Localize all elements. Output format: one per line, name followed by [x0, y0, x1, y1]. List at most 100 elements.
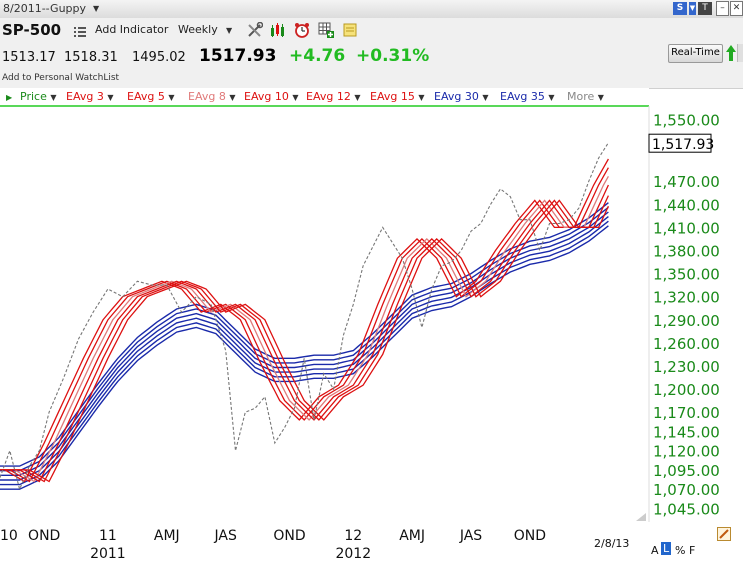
title-bar: 8/2011--Guppy ▼ S ▼ T – ✕	[0, 0, 743, 19]
legend-label: Price	[20, 90, 47, 103]
legend-item-more[interactable]: More ▼	[567, 90, 604, 103]
low-value: 1495.02	[132, 50, 186, 65]
minimize-icon[interactable]: –	[716, 1, 729, 16]
long-avg-line-0	[0, 202, 609, 467]
y-tick-label: 1,550.00	[653, 112, 720, 130]
long-avg-line-5	[0, 225, 609, 490]
x-year-label: 2011	[90, 546, 126, 562]
legend-item-eavg-35[interactable]: EAvg 35 ▼	[500, 90, 555, 103]
resize-corner-icon[interactable]	[636, 513, 646, 521]
y-tick-label: 1,290.00	[653, 312, 720, 330]
y-tick-label: 1,410.00	[653, 219, 720, 237]
symbol-label[interactable]: SP-500	[2, 21, 62, 39]
last-price-label: 1,517.93	[652, 137, 714, 153]
legend-item-eavg-30[interactable]: EAvg 30 ▼	[434, 90, 489, 103]
short-avg-line-0	[0, 158, 609, 483]
legend-toggle-icon[interactable]: ▶	[6, 93, 13, 102]
y-tick-label: 1,200.00	[653, 381, 720, 399]
price-line-group	[0, 142, 609, 491]
change-percent: +0.31%	[356, 46, 430, 66]
y-tick-label: 1,145.00	[653, 423, 720, 441]
y-axis: 1,550.00 1,470.00 1,440.00 1,410.00 1,380.00…	[653, 112, 720, 519]
x-tick-label: OND	[273, 528, 305, 544]
indicator-legend: ▶ Price ▼ EAvg 3 ▼ EAvg 5 ▼ EAvg 8 ▼ EAv…	[0, 88, 649, 106]
mode-a-button[interactable]: A	[651, 544, 659, 557]
legend-label: EAvg 3	[66, 90, 104, 103]
s-logo-icon[interactable]: S	[673, 2, 687, 15]
close-icon[interactable]: ✕	[730, 1, 743, 16]
last-price: 1517.93	[199, 46, 277, 66]
legend-label: EAvg 35	[500, 90, 545, 103]
short-avg-line-4	[0, 195, 609, 483]
period-select[interactable]: Weekly	[178, 23, 218, 36]
y-tick-label: 1,380.00	[653, 243, 720, 261]
open-value: 1513.17	[2, 50, 56, 65]
legend-item-eavg-12[interactable]: EAvg 12 ▼	[306, 90, 361, 103]
period-dropdown-icon[interactable]: ▼	[226, 26, 233, 35]
short-avg-line-3	[0, 184, 609, 483]
last-price-box: 1,517.93	[648, 133, 714, 153]
legend-item-eavg-5[interactable]: EAvg 5 ▼	[127, 90, 175, 103]
x-year-label: 2012	[335, 546, 371, 562]
y-tick-label: 1,070.00	[653, 481, 720, 499]
short-avg-line-5	[0, 199, 609, 483]
legend-label: EAvg 30	[434, 90, 479, 103]
grid-add-icon[interactable]	[318, 22, 334, 38]
title-dropdown-icon[interactable]: ▼	[93, 4, 100, 13]
right-scroll-handle[interactable]	[737, 44, 743, 62]
legend-label: EAvg 15	[370, 90, 415, 103]
quote-bar: 1513.17 1518.31 1495.02 1517.93 +4.76 +0…	[0, 42, 743, 89]
add-indicator-button[interactable]: Add Indicator	[95, 23, 169, 36]
x-axis: 10 OND 11 AMJ JAS OND 12 AMJ JAS OND 2011 2012	[0, 528, 546, 562]
mode-f-button[interactable]: F	[689, 544, 696, 557]
long-avg-line-2	[0, 211, 609, 476]
long-avg-line-3	[0, 216, 609, 481]
realtime-button[interactable]: Real-Time	[668, 44, 723, 63]
list-icon[interactable]	[74, 23, 86, 37]
chart-title[interactable]: 8/2011--Guppy	[3, 2, 87, 15]
note-icon[interactable]	[342, 22, 358, 38]
green-up-arrow-icon[interactable]	[725, 44, 737, 62]
high-value: 1518.31	[64, 50, 118, 65]
legend-label: EAvg 8	[188, 90, 226, 103]
long-averages-group	[0, 202, 609, 490]
legend-item-price[interactable]: Price ▼	[20, 90, 57, 103]
y-tick-label: 1,120.00	[653, 443, 720, 461]
y-tick-label: 1,260.00	[653, 335, 720, 353]
legend-label: More	[567, 90, 595, 103]
toolbar: SP-500 Add Indicator Weekly ▼	[0, 18, 743, 42]
x-tick-label: 10	[0, 528, 18, 544]
legend-item-eavg-15[interactable]: EAvg 15 ▼	[370, 90, 425, 103]
mode-l-button[interactable]: L	[661, 542, 672, 555]
t-menu-icon[interactable]: T	[698, 2, 712, 15]
candlestick-icon[interactable]	[270, 22, 286, 38]
short-avg-line-1	[0, 167, 609, 483]
x-tick-label: JAS	[459, 528, 482, 544]
legend-item-eavg-8[interactable]: EAvg 8 ▼	[188, 90, 236, 103]
x-tick-label: OND	[28, 528, 60, 544]
mode-percent-button[interactable]: %	[675, 544, 686, 557]
x-tick-label: 12	[344, 528, 362, 544]
y-tick-label: 1,045.00	[653, 500, 720, 518]
change-value: +4.76	[289, 46, 346, 66]
x-tick-label: AMJ	[154, 528, 180, 544]
add-watchlist-link[interactable]: Add to Personal WatchList	[2, 73, 120, 83]
y-tick-label: 1,350.00	[653, 266, 720, 284]
alarm-clock-icon[interactable]	[294, 22, 310, 38]
y-tick-label: 1,320.00	[653, 289, 720, 307]
tools-icon[interactable]	[247, 21, 264, 38]
y-tick-label: 1,170.00	[653, 404, 720, 422]
footer-date: 2/8/13	[594, 537, 630, 550]
pencil-icon[interactable]	[717, 526, 731, 541]
short-averages-group	[0, 158, 609, 483]
short-avg-line-2	[0, 175, 609, 483]
y-tick-label: 1,230.00	[653, 358, 720, 376]
price-series-line	[0, 142, 609, 491]
x-tick-label: OND	[514, 528, 546, 544]
legend-label: EAvg 12	[306, 90, 351, 103]
legend-item-eavg-3[interactable]: EAvg 3 ▼	[66, 90, 114, 103]
x-tick-label: AMJ	[399, 528, 425, 544]
legend-item-eavg-10[interactable]: EAvg 10 ▼	[244, 90, 299, 103]
s-menu-icon[interactable]: ▼	[689, 2, 696, 15]
